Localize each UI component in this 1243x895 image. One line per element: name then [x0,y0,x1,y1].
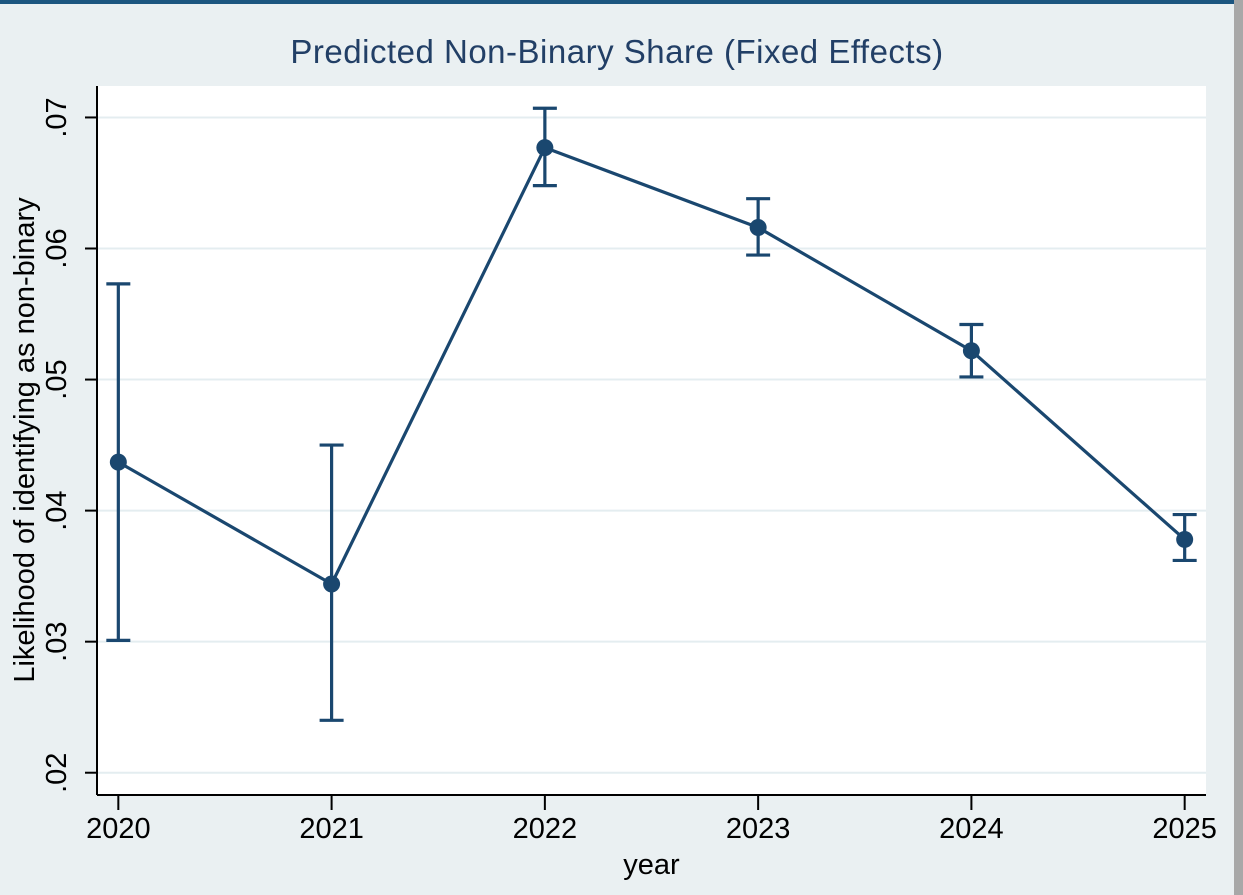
data-point-marker [536,139,554,157]
y-tick-label: .03 [41,622,73,662]
chart-title: Predicted Non-Binary Share (Fixed Effect… [290,33,944,70]
data-point-marker [323,575,341,593]
data-point-marker [962,342,980,360]
x-tick-label: 2024 [939,813,1004,845]
x-tick-label: 2025 [1152,813,1217,845]
window-top-border [0,0,1243,4]
y-tick-label: .05 [41,359,73,399]
y-tick-label: .04 [41,490,73,530]
x-tick-label: 2021 [299,813,364,845]
data-point-marker [749,219,767,237]
scrollbar-track[interactable] [1234,0,1243,895]
y-tick-label: .07 [41,97,73,137]
x-tick-label: 2020 [86,813,151,845]
x-tick-label: 2023 [726,813,791,845]
x-axis-title: year [623,849,680,881]
plot-background [97,86,1206,795]
data-point-marker [109,453,127,471]
series-line [117,145,1186,586]
y-tick-label: .02 [41,753,73,793]
data-point-marker [1176,530,1194,548]
y-tick-label: .06 [41,228,73,268]
x-tick-label: 2022 [513,813,578,845]
